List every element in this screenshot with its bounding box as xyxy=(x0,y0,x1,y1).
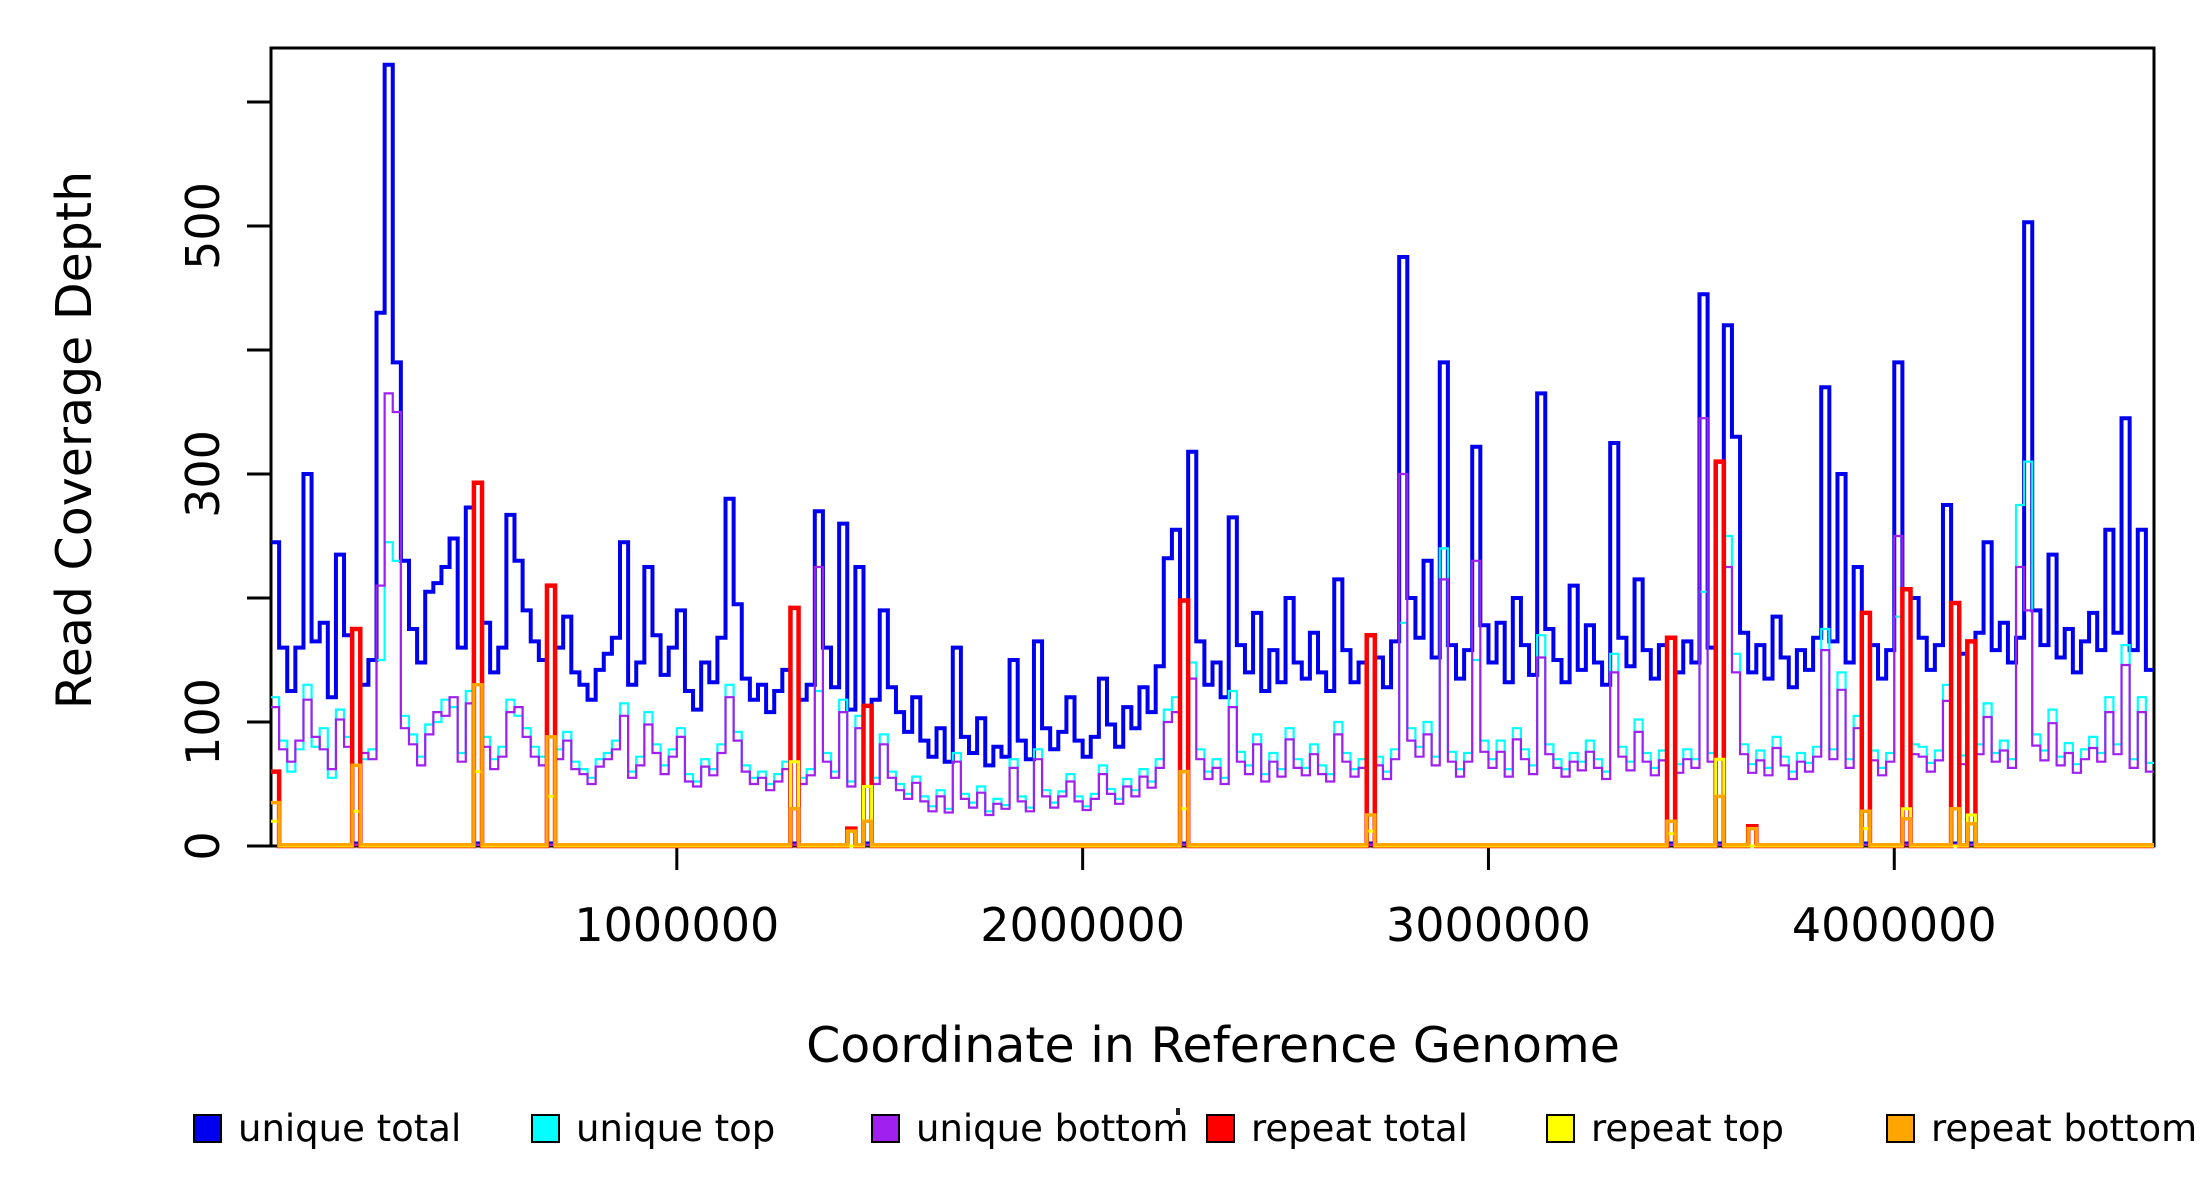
legend-item-repeat-total: repeat total xyxy=(1206,1106,1468,1150)
x-tick-label-1000000: 1000000 xyxy=(574,898,779,952)
legend-label-repeat-total: repeat total xyxy=(1251,1106,1468,1150)
legend-swatch-unique-total xyxy=(193,1113,222,1143)
legend-item-unique-total: unique total xyxy=(193,1106,462,1150)
legend-label-repeat-top: repeat top xyxy=(1591,1106,1784,1150)
legend-swatch-unique-top xyxy=(531,1113,560,1143)
legend-label-unique-total: unique total xyxy=(238,1106,462,1150)
legend-label-repeat-bottom: repeat bottom xyxy=(1931,1106,2198,1150)
x-axis-title: Coordinate in Reference Genome xyxy=(806,1017,1620,1074)
y-tick-label-0: 0 xyxy=(176,831,230,860)
x-tick-label-2000000: 2000000 xyxy=(980,898,1185,952)
legend-item-unique-top: unique top xyxy=(531,1106,776,1150)
legend-swatch-unique-bottom xyxy=(871,1113,900,1143)
legend-swatch-repeat-total xyxy=(1206,1113,1235,1143)
series-line-unique-total xyxy=(271,62,2154,846)
x-tick-label-4000000: 4000000 xyxy=(1792,898,1997,952)
y-tick-label-100: 100 xyxy=(176,678,230,766)
series-line-unique-bottom xyxy=(271,392,2154,846)
y-tick-label-300: 300 xyxy=(176,430,230,518)
stray-dot-artifact xyxy=(1176,1108,1180,1115)
x-tick-label-3000000: 3000000 xyxy=(1386,898,1591,952)
legend-item-repeat-bottom: repeat bottom xyxy=(1886,1106,2198,1150)
legend-swatch-repeat-top xyxy=(1546,1113,1575,1143)
y-axis-title: Read Coverage Depth xyxy=(46,171,103,709)
series-line-repeat-bottom xyxy=(271,683,2154,847)
legend-item-repeat-top: repeat top xyxy=(1546,1106,1784,1150)
legend-swatch-repeat-bottom xyxy=(1886,1113,1915,1143)
legend-item-unique-bottom: unique bottom xyxy=(871,1106,1189,1150)
series-line-unique-top xyxy=(271,460,2154,846)
series-layer xyxy=(271,62,2154,849)
tick-labels-layer: 0 100 300 500 1000000 2000000 3000000 4000000 xyxy=(176,182,1997,952)
y-tick-label-500: 500 xyxy=(176,182,230,270)
legend-label-unique-bottom: unique bottom xyxy=(916,1106,1189,1150)
legend-label-unique-top: unique top xyxy=(576,1106,776,1150)
